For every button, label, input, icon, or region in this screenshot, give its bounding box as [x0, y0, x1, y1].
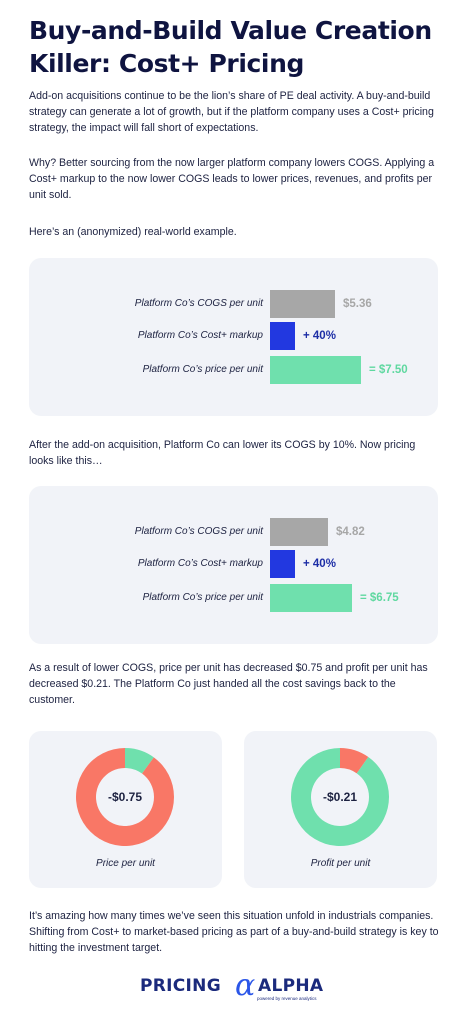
- price-per-unit-card: -$0.75 Price per unit: [29, 731, 222, 888]
- bar-label: Platform Co’s COGS per unit: [134, 298, 263, 309]
- profit-caption: Profit per unit: [310, 858, 371, 869]
- bar-markup: [270, 322, 295, 350]
- bar-cogs: [270, 290, 335, 318]
- price-donut-chart: [75, 748, 174, 846]
- page-title: Buy-and-Build Value Creation Killer: Cos…: [29, 16, 432, 78]
- bar-label: Platform Co’s price per unit: [142, 364, 263, 375]
- logo-tagline: powered by revenue analytics: [257, 996, 317, 1001]
- bar-label: Platform Co’s Cost+ markup: [137, 330, 263, 341]
- chart-row-markup: Platform Co’s Cost+ markup + 40%: [29, 550, 438, 578]
- profit-donut-chart: [291, 748, 389, 846]
- chart-row-price: Platform Co’s price per unit = $6.75: [29, 584, 438, 612]
- bar-label: Platform Co’s COGS per unit: [134, 526, 263, 537]
- alpha-icon: α: [235, 968, 256, 1003]
- price-caption: Price per unit: [96, 858, 155, 869]
- pricing-chart-after: Platform Co’s COGS per unit $4.82 Platfo…: [29, 486, 438, 644]
- bar-value-label: + 40%: [303, 330, 336, 342]
- donut-slice-1: [75, 748, 174, 846]
- donut-slice-0: [125, 748, 154, 774]
- why-paragraph: Why? Better sourcing from the now larger…: [29, 157, 435, 201]
- bar-label: Platform Co’s Cost+ markup: [137, 558, 263, 569]
- bar-cogs: [270, 518, 328, 546]
- bar-value-label: = $6.75: [360, 592, 399, 604]
- donut-slice-1: [291, 748, 389, 846]
- bar-price: [270, 356, 361, 384]
- chart-row-markup: Platform Co’s Cost+ markup + 40%: [29, 322, 438, 350]
- logo-word-alpha: ALPHA: [258, 976, 324, 996]
- pricing-alpha-logo: PRICING α ALPHA powered by revenue analy…: [140, 968, 340, 1012]
- bar-markup: [270, 550, 295, 578]
- chart-row-cogs: Platform Co’s COGS per unit $4.82: [29, 518, 438, 546]
- logo-word-pricing: PRICING: [140, 976, 221, 996]
- price-change-label: -$0.75: [107, 790, 143, 804]
- chart-row-price: Platform Co’s price per unit = $7.50: [29, 356, 438, 384]
- after-paragraph: After the add-on acquisition, Platform C…: [29, 439, 416, 467]
- intro-paragraph: Add-on acquisitions continue to be the l…: [29, 90, 434, 134]
- donut-slice-0: [340, 748, 369, 774]
- pricing-chart-before: Platform Co’s COGS per unit $5.36 Platfo…: [29, 258, 438, 416]
- bar-value-label: + 40%: [303, 558, 336, 570]
- example-paragraph: Here’s an (anonymized) real-world exampl…: [29, 226, 237, 238]
- profit-per-unit-card: -$0.21 Profit per unit: [244, 731, 437, 888]
- chart-row-cogs: Platform Co’s COGS per unit $5.36: [29, 290, 438, 318]
- result-paragraph: As a result of lower COGS, price per uni…: [29, 662, 428, 706]
- bar-value-label: $5.36: [343, 298, 372, 310]
- bar-value-label: $4.82: [336, 526, 365, 538]
- profit-change-label: -$0.21: [322, 790, 358, 804]
- bar-price: [270, 584, 352, 612]
- bar-label: Platform Co’s price per unit: [142, 592, 263, 603]
- closing-paragraph: It’s amazing how many times we’ve seen t…: [29, 910, 439, 954]
- bar-value-label: = $7.50: [369, 364, 408, 376]
